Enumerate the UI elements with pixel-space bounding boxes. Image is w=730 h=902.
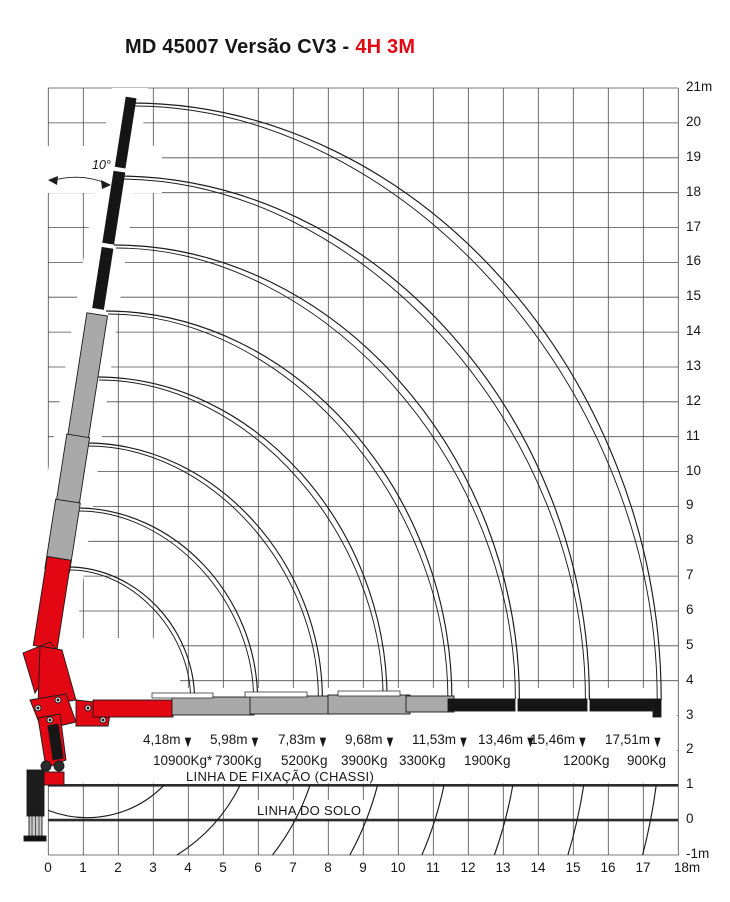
stage-load: 5200Kg	[281, 753, 328, 768]
x-tick: 12	[460, 860, 476, 875]
x-tick: 8	[324, 860, 332, 875]
y-tick: 4	[686, 672, 694, 687]
title-model: MD 45007 Versão CV3 -	[125, 36, 350, 58]
ground-line-label: LINHA DO SOLO	[257, 803, 362, 818]
x-tick: 13	[495, 860, 511, 875]
y-tick: 20	[686, 114, 702, 129]
arrow-left-icon	[48, 176, 58, 185]
stage-distance: 17,51m ▼	[605, 732, 663, 752]
knuckle-assembly	[29, 645, 113, 769]
down-arrow-icon: ▼	[652, 733, 663, 752]
below-chassis-curve-segments	[48, 784, 657, 856]
x-tick: 2	[114, 860, 122, 875]
stage-distance: 13,46m ▼	[478, 732, 536, 752]
stage-load: 1200Kg	[563, 753, 610, 768]
crane-base	[23, 760, 65, 842]
x-tick: 16	[600, 860, 616, 875]
x-tick: 0	[44, 860, 52, 875]
y-tick: 11	[686, 428, 701, 443]
x-tick: 1	[79, 860, 87, 875]
y-tick: 3	[686, 707, 694, 722]
boom-angle-label: 10°	[92, 158, 111, 172]
x-tick: 11	[425, 860, 440, 875]
x-tick: 14	[530, 860, 546, 875]
angle-annotation	[48, 176, 111, 189]
y-tick: 0	[686, 811, 694, 826]
stage-load: 3900Kg	[341, 753, 388, 768]
x-tick: 9	[359, 860, 367, 875]
y-tick: 17	[686, 219, 702, 234]
stage-distance: 9,68m ▼	[345, 732, 396, 752]
x-tick: 10	[390, 860, 406, 875]
stage-distance: 15,46m ▼	[530, 732, 588, 752]
stage-load: 10900Kg*	[153, 753, 213, 768]
crane-illustration	[22, 96, 662, 842]
y-tick: 13	[686, 358, 702, 373]
y-tick: 7	[686, 567, 694, 582]
x-tick: 7	[289, 860, 297, 875]
down-arrow-icon: ▼	[525, 733, 536, 752]
arrow-right-icon	[101, 180, 111, 189]
y-tick: 16	[686, 253, 702, 268]
y-tick: 14	[686, 323, 702, 338]
down-arrow-icon: ▼	[384, 733, 396, 752]
y-tick: 21m	[686, 79, 713, 94]
x-tick: 5	[219, 860, 227, 875]
x-tick: 18m	[673, 860, 701, 875]
stage-distance: 4,18m ▼	[143, 732, 194, 752]
title-variant: 4H 3M	[355, 36, 416, 58]
x-tick: 17	[635, 860, 651, 875]
stage-load: 7300Kg	[215, 753, 262, 768]
y-tick: 1	[686, 776, 694, 791]
y-tick: -1m	[686, 846, 710, 861]
vertical-boom	[22, 96, 137, 695]
y-tick: 8	[686, 532, 694, 547]
y-tick: 18	[686, 184, 702, 199]
x-tick: 3	[149, 860, 157, 875]
down-arrow-icon: ▼	[458, 733, 469, 752]
stage-load: 1900Kg	[464, 753, 511, 768]
x-tick: 15	[565, 860, 581, 875]
stage-distance: 7,83m ▼	[278, 732, 329, 752]
down-arrow-icon: ▼	[317, 733, 329, 752]
horizontal-boom	[92, 690, 662, 718]
down-arrow-icon: ▼	[577, 733, 588, 752]
stage-distance: 5,98m ▼	[210, 732, 261, 752]
x-tick: 6	[254, 860, 262, 875]
stage-distance: 11,53m ▼	[412, 732, 469, 752]
stage-load: 900Kg	[627, 753, 667, 768]
down-arrow-icon: ▼	[182, 733, 194, 752]
stage-load: 3300Kg	[399, 753, 446, 768]
grid-lines	[47, 87, 679, 856]
y-tick: 10	[686, 463, 702, 478]
down-arrow-icon: ▼	[249, 733, 261, 752]
y-tick: 19	[686, 149, 702, 164]
page-title: MD 45007 Versão CV3 -4H 3M	[125, 36, 415, 59]
y-tick: 15	[686, 288, 702, 303]
load-curves	[48, 102, 662, 856]
y-tick: 9	[686, 497, 694, 512]
y-tick: 6	[686, 602, 694, 617]
y-tick: 5	[686, 637, 694, 652]
chassis-line-label: LINHA DE FIXAÇÃO (CHASSI)	[186, 769, 375, 784]
reference-lines	[48, 784, 679, 822]
y-tick: 2	[686, 741, 694, 756]
x-tick: 4	[184, 860, 192, 875]
y-tick: 12	[686, 393, 702, 408]
